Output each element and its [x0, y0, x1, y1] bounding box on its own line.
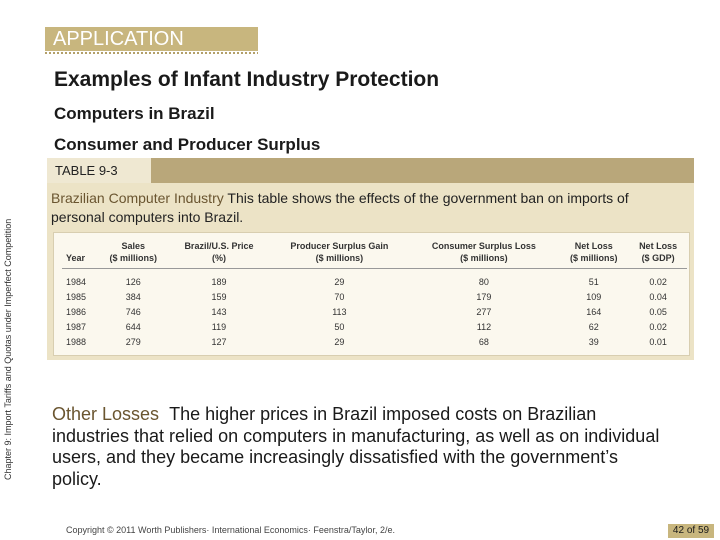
table-cell: 119	[211, 321, 227, 332]
table-cell: 1986	[66, 306, 87, 317]
table-figure: TABLE 9-3 Brazilian Computer Industry Th…	[47, 158, 694, 360]
column-header: Brazil/U.S. Price (%)	[168, 236, 270, 269]
table-row: 1988 279 127 29 68 39 0.01	[62, 334, 687, 349]
table-cell: 189	[211, 276, 227, 287]
chapter-side-label: Chapter 9: Import Tariffs and Quotas und…	[3, 218, 13, 480]
table-cell: 62	[588, 321, 599, 332]
column-header: Sales ($ millions)	[97, 236, 169, 269]
page-current: 42	[672, 525, 685, 536]
section-tab-label: APPLICATION	[53, 28, 184, 50]
table-cell: 51	[588, 276, 599, 287]
page-of: of	[686, 525, 696, 536]
table-cell: 0.02	[649, 321, 667, 332]
table-cell: 39	[588, 336, 599, 347]
table-cell: 277	[476, 306, 492, 317]
table-cell: 80	[478, 276, 489, 287]
table-cell: 29	[334, 276, 345, 287]
table-cell: 1988	[66, 336, 87, 347]
page-number: 42 of 59	[668, 524, 714, 538]
table-cell: 113	[332, 306, 347, 317]
page-title: Examples of Infant Industry Protection	[54, 68, 440, 91]
table-cell: 1985	[66, 291, 87, 302]
table-row: 1987 644 119 50 112 62 0.02	[62, 319, 687, 334]
table-cell: 29	[334, 336, 345, 347]
page-total: 59	[697, 525, 710, 536]
table-cell: 384	[125, 291, 141, 302]
table-cell: 644	[125, 321, 141, 332]
table-label-bar	[47, 158, 694, 183]
body-lead: Other Losses	[52, 404, 160, 424]
table-panel: Year Sales ($ millions) Brazil/U.S. Price…	[53, 232, 690, 356]
table-cell: 0.01	[649, 336, 667, 347]
table-row: 1984 126 189 29 80 51 0.02	[62, 269, 687, 290]
section-tab-underline	[45, 52, 258, 54]
table-cell: 50	[334, 321, 345, 332]
table-row: 1985 384 159 70 179 109 0.04	[62, 289, 687, 304]
table-cell: 0.02	[649, 276, 667, 287]
table-header-row: Year Sales ($ millions) Brazil/U.S. Price…	[62, 236, 687, 269]
table-cell: 164	[586, 306, 602, 317]
table-cell: 179	[476, 291, 492, 302]
table-label: TABLE 9-3	[47, 158, 151, 183]
data-table: Year Sales ($ millions) Brazil/U.S. Price…	[62, 236, 687, 349]
page-subtitle-secondary: Consumer and Producer Surplus	[54, 135, 321, 154]
copyright-footer: Copyright © 2011 Worth Publishers· Inter…	[66, 525, 395, 535]
column-header: Net Loss ($ GDP)	[629, 236, 687, 269]
table-caption-text: This table shows the effects of the gove…	[51, 190, 629, 225]
table-cell: 112	[476, 321, 492, 332]
table-caption: Brazilian Computer Industry This table s…	[51, 189, 681, 227]
table-cell: 159	[211, 291, 227, 302]
table-cell: 127	[211, 336, 227, 347]
table-cell: 109	[586, 291, 602, 302]
column-header: Net Loss ($ millions)	[558, 236, 630, 269]
column-header: Consumer Surplus Loss ($ millions)	[409, 236, 559, 269]
column-header: Year	[62, 236, 98, 269]
table-cell: 126	[125, 276, 141, 287]
table-cell: 0.04	[649, 291, 667, 302]
body-paragraph: Other Losses The higher prices in Brazil…	[52, 404, 672, 490]
table-cell: 746	[125, 306, 141, 317]
table-cell: 68	[478, 336, 489, 347]
column-header: Producer Surplus Gain ($ millions)	[269, 236, 410, 269]
page-subtitle: Computers in Brazil	[54, 104, 215, 123]
table-cell: 70	[334, 291, 345, 302]
table-cell: 1984	[66, 276, 87, 287]
table-cell: 143	[211, 306, 227, 317]
table-caption-title: Brazilian Computer Industry	[51, 190, 224, 206]
section-tab: APPLICATION	[45, 27, 258, 54]
table-cell: 1987	[66, 321, 87, 332]
table-cell: 279	[125, 336, 141, 347]
table-row: 1986 746 143 113 277 164 0.05	[62, 304, 687, 319]
body-text: The higher prices in Brazil imposed cost…	[52, 404, 660, 489]
table-cell: 0.05	[649, 306, 667, 317]
